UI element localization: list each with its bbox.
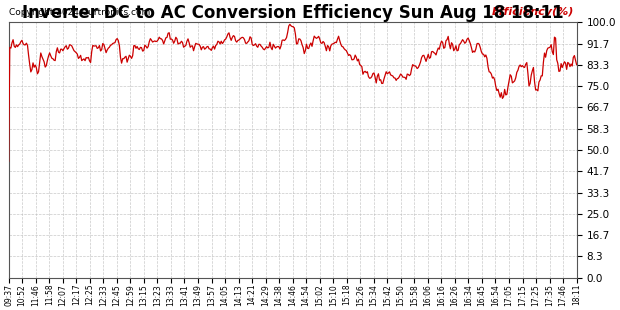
Text: Efficiency(%): Efficiency(%) (492, 7, 574, 17)
Title: Inverter DC to AC Conversion Efficiency Sun Aug 18 18:11: Inverter DC to AC Conversion Efficiency … (22, 4, 564, 22)
Text: Copyright 2024 Curtronics.com: Copyright 2024 Curtronics.com (9, 8, 150, 17)
